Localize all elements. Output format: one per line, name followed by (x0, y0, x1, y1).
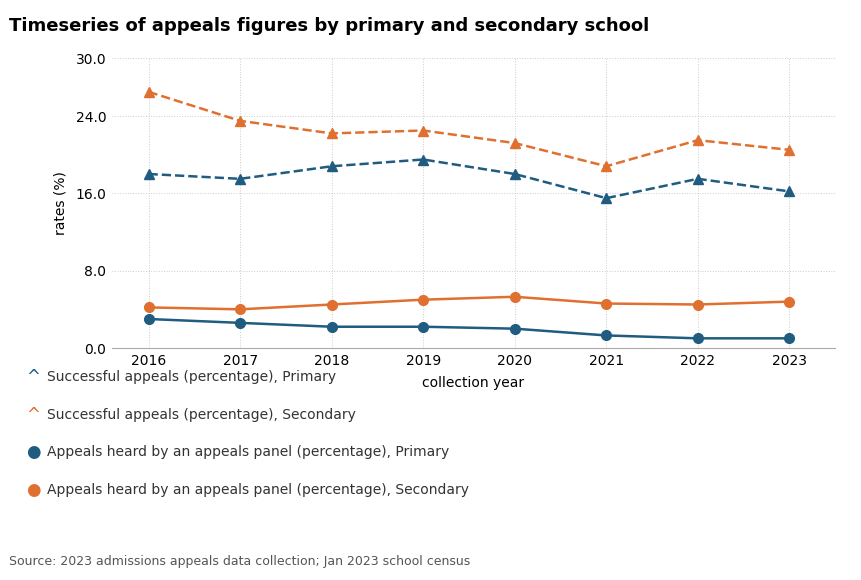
Successful appeals (percentage), Primary (418, 156, 429, 163)
Appeals heard by an appeals panel (percentage), Primary (418, 323, 429, 330)
Appeals heard by an appeals panel (percentage), Secondary (235, 306, 245, 313)
Appeals heard by an appeals panel (percentage), Primary (235, 320, 245, 327)
Line: Appeals heard by an appeals panel (percentage), Secondary: Appeals heard by an appeals panel (perce… (144, 292, 794, 314)
Appeals heard by an appeals panel (percentage), Secondary (418, 296, 429, 303)
Appeals heard by an appeals panel (percentage), Primary (326, 323, 337, 330)
Text: Successful appeals (percentage), Secondary: Successful appeals (percentage), Seconda… (47, 408, 356, 422)
Successful appeals (percentage), Primary (326, 163, 337, 170)
Y-axis label: rates (%): rates (%) (53, 171, 67, 235)
Successful appeals (percentage), Secondary (326, 130, 337, 137)
Successful appeals (percentage), Secondary (784, 146, 795, 153)
Successful appeals (percentage), Secondary (418, 127, 429, 134)
Successful appeals (percentage), Secondary (144, 88, 154, 95)
Text: Successful appeals (percentage), Primary: Successful appeals (percentage), Primary (47, 370, 337, 384)
Successful appeals (percentage), Primary (144, 171, 154, 177)
Successful appeals (percentage), Primary (235, 175, 245, 182)
Text: ●: ● (26, 481, 40, 499)
Appeals heard by an appeals panel (percentage), Secondary (326, 301, 337, 308)
X-axis label: collection year: collection year (423, 376, 524, 390)
Text: Timeseries of appeals figures by primary and secondary school: Timeseries of appeals figures by primary… (9, 17, 649, 35)
Successful appeals (percentage), Primary (784, 188, 795, 195)
Appeals heard by an appeals panel (percentage), Primary (510, 325, 520, 332)
Text: ^: ^ (26, 405, 40, 424)
Successful appeals (percentage), Secondary (693, 137, 703, 144)
Text: ^: ^ (26, 368, 40, 386)
Appeals heard by an appeals panel (percentage), Primary (784, 335, 795, 342)
Text: Source: 2023 admissions appeals data collection; Jan 2023 school census: Source: 2023 admissions appeals data col… (9, 556, 470, 568)
Successful appeals (percentage), Secondary (235, 117, 245, 124)
Appeals heard by an appeals panel (percentage), Secondary (693, 301, 703, 308)
Appeals heard by an appeals panel (percentage), Secondary (510, 293, 520, 300)
Text: ●: ● (26, 443, 40, 462)
Successful appeals (percentage), Primary (601, 195, 611, 202)
Line: Successful appeals (percentage), Primary: Successful appeals (percentage), Primary (144, 155, 794, 203)
Successful appeals (percentage), Secondary (601, 163, 611, 170)
Successful appeals (percentage), Secondary (510, 140, 520, 147)
Line: Appeals heard by an appeals panel (percentage), Primary: Appeals heard by an appeals panel (perce… (144, 314, 794, 343)
Line: Successful appeals (percentage), Secondary: Successful appeals (percentage), Seconda… (144, 87, 794, 171)
Text: Appeals heard by an appeals panel (percentage), Primary: Appeals heard by an appeals panel (perce… (47, 445, 449, 459)
Appeals heard by an appeals panel (percentage), Primary (144, 316, 154, 322)
Appeals heard by an appeals panel (percentage), Primary (693, 335, 703, 342)
Successful appeals (percentage), Primary (693, 175, 703, 182)
Successful appeals (percentage), Primary (510, 171, 520, 177)
Appeals heard by an appeals panel (percentage), Primary (601, 332, 611, 339)
Appeals heard by an appeals panel (percentage), Secondary (144, 304, 154, 311)
Appeals heard by an appeals panel (percentage), Secondary (784, 298, 795, 305)
Text: Appeals heard by an appeals panel (percentage), Secondary: Appeals heard by an appeals panel (perce… (47, 483, 469, 497)
Appeals heard by an appeals panel (percentage), Secondary (601, 300, 611, 307)
